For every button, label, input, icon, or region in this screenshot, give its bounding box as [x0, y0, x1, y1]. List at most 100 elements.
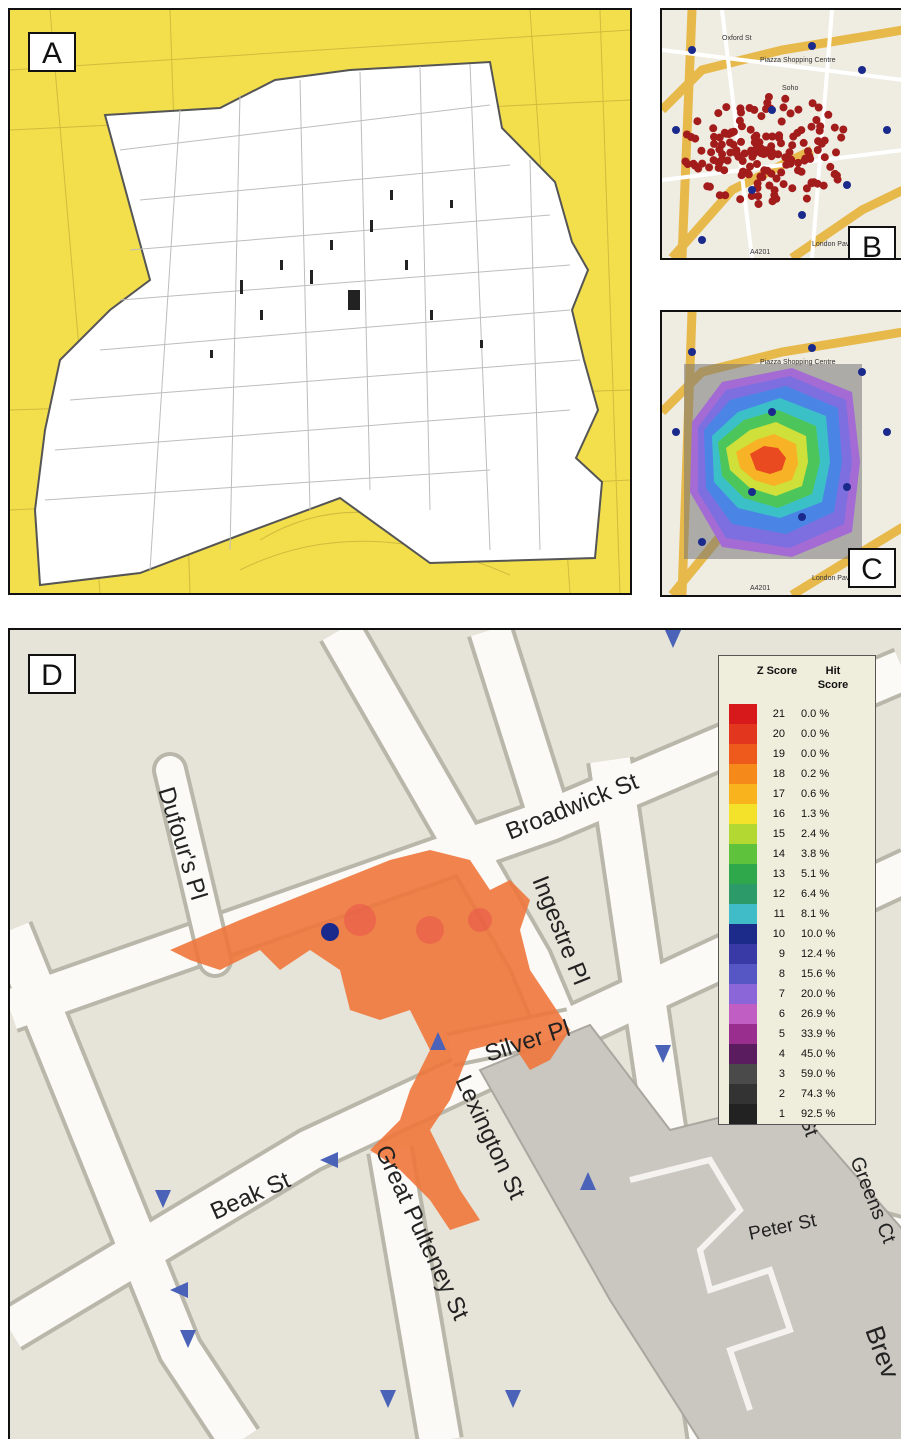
case-point — [831, 169, 839, 178]
legend-hit-value: 26.9 % — [801, 1008, 836, 1020]
case-point — [693, 117, 702, 126]
legend-swatch — [729, 1064, 757, 1084]
legend-row: 2 74.3 % — [729, 1084, 869, 1104]
legend-hit-value: 20.0 % — [801, 988, 836, 1000]
legend-row: 17 0.6 % — [729, 784, 869, 804]
legend-hit-value: 0.0 % — [801, 708, 830, 720]
case-point — [799, 138, 808, 147]
case-point — [715, 191, 724, 200]
legend-z-value: 10 — [772, 928, 785, 940]
pump-point — [698, 236, 706, 244]
legend-hit-value: 15.6 % — [801, 968, 836, 980]
case-point — [824, 110, 833, 119]
case-point — [698, 159, 707, 168]
case-point — [770, 186, 779, 195]
case-point — [740, 149, 749, 158]
legend-hit-value: 0.6 % — [801, 788, 830, 800]
case-point — [779, 103, 788, 112]
legend-swatch — [729, 964, 757, 984]
piazza-label-c: Piazza Shopping Centre — [760, 359, 836, 366]
case-point — [747, 146, 756, 155]
legend-z-value: 6 — [778, 1008, 785, 1020]
legend-swatch — [729, 724, 757, 744]
legend-swatch — [729, 1024, 757, 1044]
london-pavilion-label: London Pavilion — [812, 241, 862, 248]
legend-swatch — [729, 1104, 757, 1124]
legend-z-value: 16 — [772, 808, 785, 820]
legend-row: 15 2.4 % — [729, 824, 869, 844]
case-point — [762, 105, 770, 113]
case-point — [763, 146, 772, 155]
legend-swatch — [729, 884, 757, 904]
panel-a-label: A — [28, 32, 76, 72]
pump-point — [768, 106, 776, 114]
case-point — [814, 137, 823, 146]
soho-label: Soho — [782, 85, 798, 92]
broad-street-pump-dot — [321, 923, 339, 941]
legend-swatch — [729, 824, 757, 844]
legend-z-value: 18 — [772, 768, 785, 780]
case-point — [715, 133, 724, 142]
case-point — [820, 153, 829, 162]
legend-hit-value: 0.0 % — [801, 748, 830, 760]
legend-z-value: 1 — [778, 1108, 785, 1120]
legend-row: 1 92.5 % — [729, 1104, 869, 1124]
legend-z-value: 11 — [773, 908, 785, 920]
legend-z-value: 21 — [772, 708, 785, 720]
legend-z-value: 7 — [778, 988, 785, 1000]
pump-point — [883, 428, 891, 436]
legend-swatch — [729, 984, 757, 1004]
case-point — [737, 137, 745, 146]
pump-point — [798, 513, 806, 521]
case-point — [697, 146, 706, 155]
case-point — [788, 141, 797, 150]
panel-b-label: B — [848, 226, 896, 258]
legend-row: 9 12.4 % — [729, 944, 869, 964]
case-point — [786, 109, 795, 118]
legend-hit-value: 33.9 % — [801, 1028, 836, 1040]
case-point — [807, 122, 816, 131]
legend-z-value: 8 — [778, 968, 785, 980]
panel-c-surface-map: Piazza Shopping Centre A4201 London Pavi… — [660, 310, 901, 597]
case-point — [807, 178, 816, 187]
case-point — [720, 128, 729, 137]
case-point — [756, 172, 765, 181]
pump-point — [858, 66, 866, 74]
legend-row: 10 10.0 % — [729, 924, 869, 944]
legend-hit-value: 6.4 % — [801, 888, 830, 900]
case-hotspot-surface — [170, 850, 570, 1230]
legend-z-value: 4 — [778, 1048, 785, 1060]
london-pavilion-label-c: London Pavilion — [812, 575, 862, 582]
case-point — [738, 157, 747, 165]
case-point — [782, 160, 791, 169]
legend-row: 14 3.8 % — [729, 844, 869, 864]
case-point — [715, 145, 724, 154]
case-point — [726, 148, 735, 157]
legend-z-value: 19 — [772, 748, 785, 760]
case-point — [802, 194, 811, 203]
legend-z-value: 12 — [772, 888, 785, 900]
legend-hit-value: 0.0 % — [801, 728, 830, 740]
case-point — [754, 192, 763, 201]
case-point — [832, 148, 840, 157]
legend-z-value: 17 — [772, 788, 785, 800]
historic-cholera-map — [10, 10, 630, 593]
case-point — [737, 122, 746, 131]
panel-b-case-map: Piazza Shopping Centre Soho Oxford St A4… — [660, 8, 901, 260]
case-point — [705, 182, 714, 191]
legend-row: 21 0.0 % — [729, 704, 869, 724]
z-score-legend: Z Score Hit Score 21 0.0 % 20 0.0 % 19 0.0 % 1… — [718, 655, 876, 1125]
case-point — [768, 132, 777, 141]
legend-hit-value: 0.2 % — [801, 768, 830, 780]
a4201-label: A4201 — [750, 249, 770, 256]
case-point — [720, 166, 729, 175]
pump-point — [843, 181, 851, 189]
case-point — [819, 181, 828, 190]
case-point — [752, 131, 761, 140]
pump-point — [748, 488, 756, 496]
legend-hit-value: 10.0 % — [801, 928, 836, 940]
legend-swatch — [729, 864, 757, 884]
legend-swatch — [729, 784, 757, 804]
case-point — [830, 123, 839, 132]
legend-row: 3 59.0 % — [729, 1064, 869, 1084]
